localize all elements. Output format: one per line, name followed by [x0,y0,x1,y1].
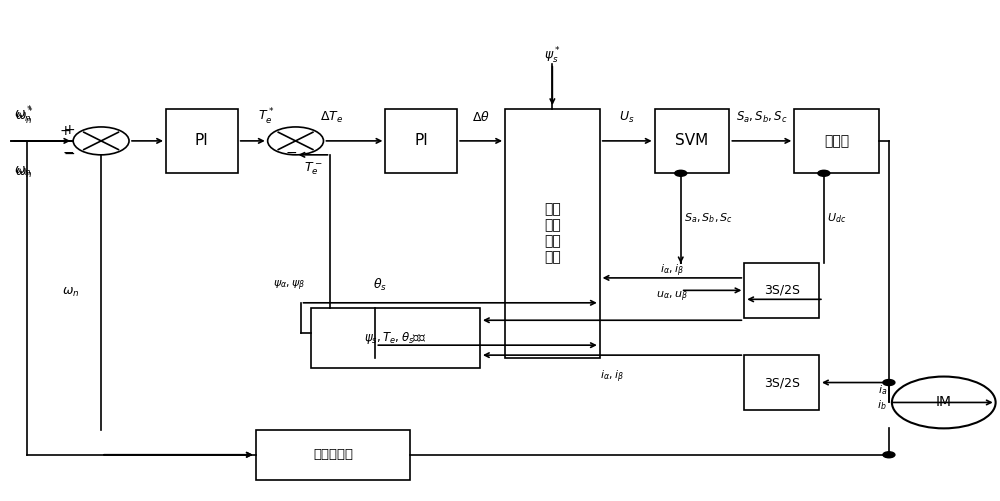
Text: $\omega_n$: $\omega_n$ [14,165,32,178]
Circle shape [883,452,895,458]
Text: $\omega_n$: $\omega_n$ [62,286,79,299]
Text: $\omega_n^*$: $\omega_n^*$ [15,107,34,127]
Text: $T_e^*$: $T_e^*$ [258,107,275,127]
Bar [744,263,819,318]
Text: IM: IM [936,395,952,409]
Text: $U_s$: $U_s$ [619,109,635,125]
Bar [311,308,480,368]
Text: $-$: $-$ [285,145,297,159]
Bar [655,109,729,173]
Bar [744,355,819,410]
Bar [166,109,238,173]
Text: $\theta_s$: $\theta_s$ [373,278,387,294]
Circle shape [675,170,687,176]
Bar [385,109,457,173]
Text: $\Delta\theta$: $\Delta\theta$ [472,110,490,124]
Text: $\psi_\alpha, \psi_\beta$: $\psi_\alpha, \psi_\beta$ [273,278,306,293]
Circle shape [818,170,830,176]
Text: $u_\alpha, u_\beta$: $u_\alpha, u_\beta$ [656,289,688,304]
Text: $U_{dc}$: $U_{dc}$ [827,211,846,225]
Text: $i_b$: $i_b$ [877,398,887,412]
Text: 目标
电压
矢量
计算: 目标 电压 矢量 计算 [544,202,561,265]
Text: $-$: $-$ [63,146,75,160]
Text: $T_e^-$: $T_e^-$ [304,160,322,176]
Text: $\omega_n$: $\omega_n$ [15,167,33,180]
Text: SVM: SVM [675,133,709,148]
Bar [794,109,879,173]
Text: $-$: $-$ [62,145,74,159]
Text: PI: PI [414,133,428,148]
Text: $i_\alpha, i_\beta$: $i_\alpha, i_\beta$ [660,262,684,279]
Text: $\psi_s^*$: $\psi_s^*$ [544,46,561,66]
Text: 转速传感器: 转速传感器 [313,448,353,461]
Text: 逆变器: 逆变器 [824,134,849,148]
Text: 3S/2S: 3S/2S [764,376,800,389]
Text: $S_a, S_b, S_c$: $S_a, S_b, S_c$ [736,109,788,125]
Text: $\Delta T_e$: $\Delta T_e$ [320,109,344,125]
Text: 3S/2S: 3S/2S [764,284,800,297]
Text: $i_a$: $i_a$ [878,383,887,397]
Text: $\omega_n^*$: $\omega_n^*$ [14,105,33,125]
Bar [505,109,600,358]
Text: $i_\alpha, i_\beta$: $i_\alpha, i_\beta$ [600,368,624,385]
Text: +: + [59,124,71,138]
Text: $\psi_s, T_e, \theta_s$观测: $\psi_s, T_e, \theta_s$观测 [364,330,427,346]
Bar [256,430,410,479]
Circle shape [883,380,895,385]
Text: PI: PI [195,133,209,148]
Text: $S_a, S_b, S_c$: $S_a, S_b, S_c$ [684,211,733,225]
Text: +: + [63,123,75,137]
